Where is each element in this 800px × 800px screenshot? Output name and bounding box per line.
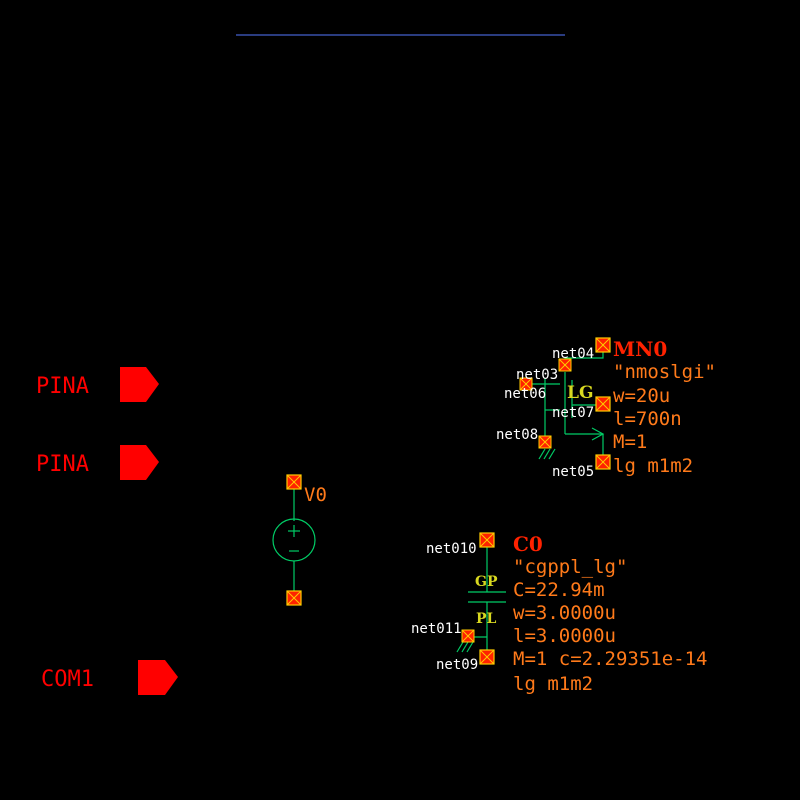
net-label: net08 [496,427,538,443]
pin-label: PINA [36,452,89,477]
width-property: w=20u [613,385,670,407]
terminal-icon[interactable] [479,532,495,548]
model-name: "cgppl_lg" [513,556,627,578]
pin-pina-1[interactable]: PINA [36,367,159,402]
net-label: net03 [516,367,558,383]
length-property: l=700n [613,408,682,430]
layers-property: lg m1m2 [513,673,593,695]
terminal-icon[interactable] [595,396,611,412]
pin-label: COM1 [41,667,94,692]
capacitor-c0[interactable]: net010 net011 net09 GP PL C0 "cgppl_lg" … [411,532,707,695]
terminal-icon[interactable] [461,629,475,643]
pin-com1[interactable]: COM1 [41,660,178,695]
instance-name: C0 [513,532,543,556]
capacitance-property: C=22.94m [513,579,605,601]
length-property: l=3.0000u [513,625,616,647]
layers-property: lg m1m2 [613,455,693,477]
net-label: net09 [436,657,478,673]
voltage-source-v0[interactable]: V0 [272,474,327,606]
terminal-icon[interactable] [595,454,611,470]
width-property: w=3.0000u [513,602,616,624]
layer-tag: GP [475,574,498,590]
pin-pina-2[interactable]: PINA [36,445,159,480]
transistor-wires [526,345,605,461]
terminal-icon[interactable] [538,435,552,449]
pin-label: PINA [36,374,89,399]
instance-name: V0 [304,484,327,506]
terminal-icon[interactable] [286,590,302,606]
pin-arrow-icon [120,445,159,480]
net-label: net04 [552,346,594,362]
net-label: net05 [552,464,594,480]
net-label: net010 [426,541,477,557]
layer-tag: PL [476,611,497,627]
net-label: net06 [504,386,546,402]
terminal-icon[interactable] [558,358,572,372]
multiplier-property: M=1 c=2.29351e-14 [513,648,707,670]
model-name: "nmoslgi" [613,361,716,383]
terminal-icon[interactable] [479,649,495,665]
multiplier-property: M=1 [613,431,647,453]
terminal-icon[interactable] [519,377,533,391]
pin-arrow-icon [120,367,159,402]
capacitor-wires [456,547,506,653]
layer-tag: LG [567,383,593,403]
net-label: net07 [552,405,594,421]
instance-name: MN0 [613,337,667,361]
pin-arrow-icon [138,660,178,695]
terminal-icon[interactable] [595,337,611,353]
transistor-mn0[interactable]: net04 net03 net06 net07 net08 net05 LG M… [496,337,716,480]
terminal-icon[interactable] [286,474,302,490]
net-label: net011 [411,621,462,637]
